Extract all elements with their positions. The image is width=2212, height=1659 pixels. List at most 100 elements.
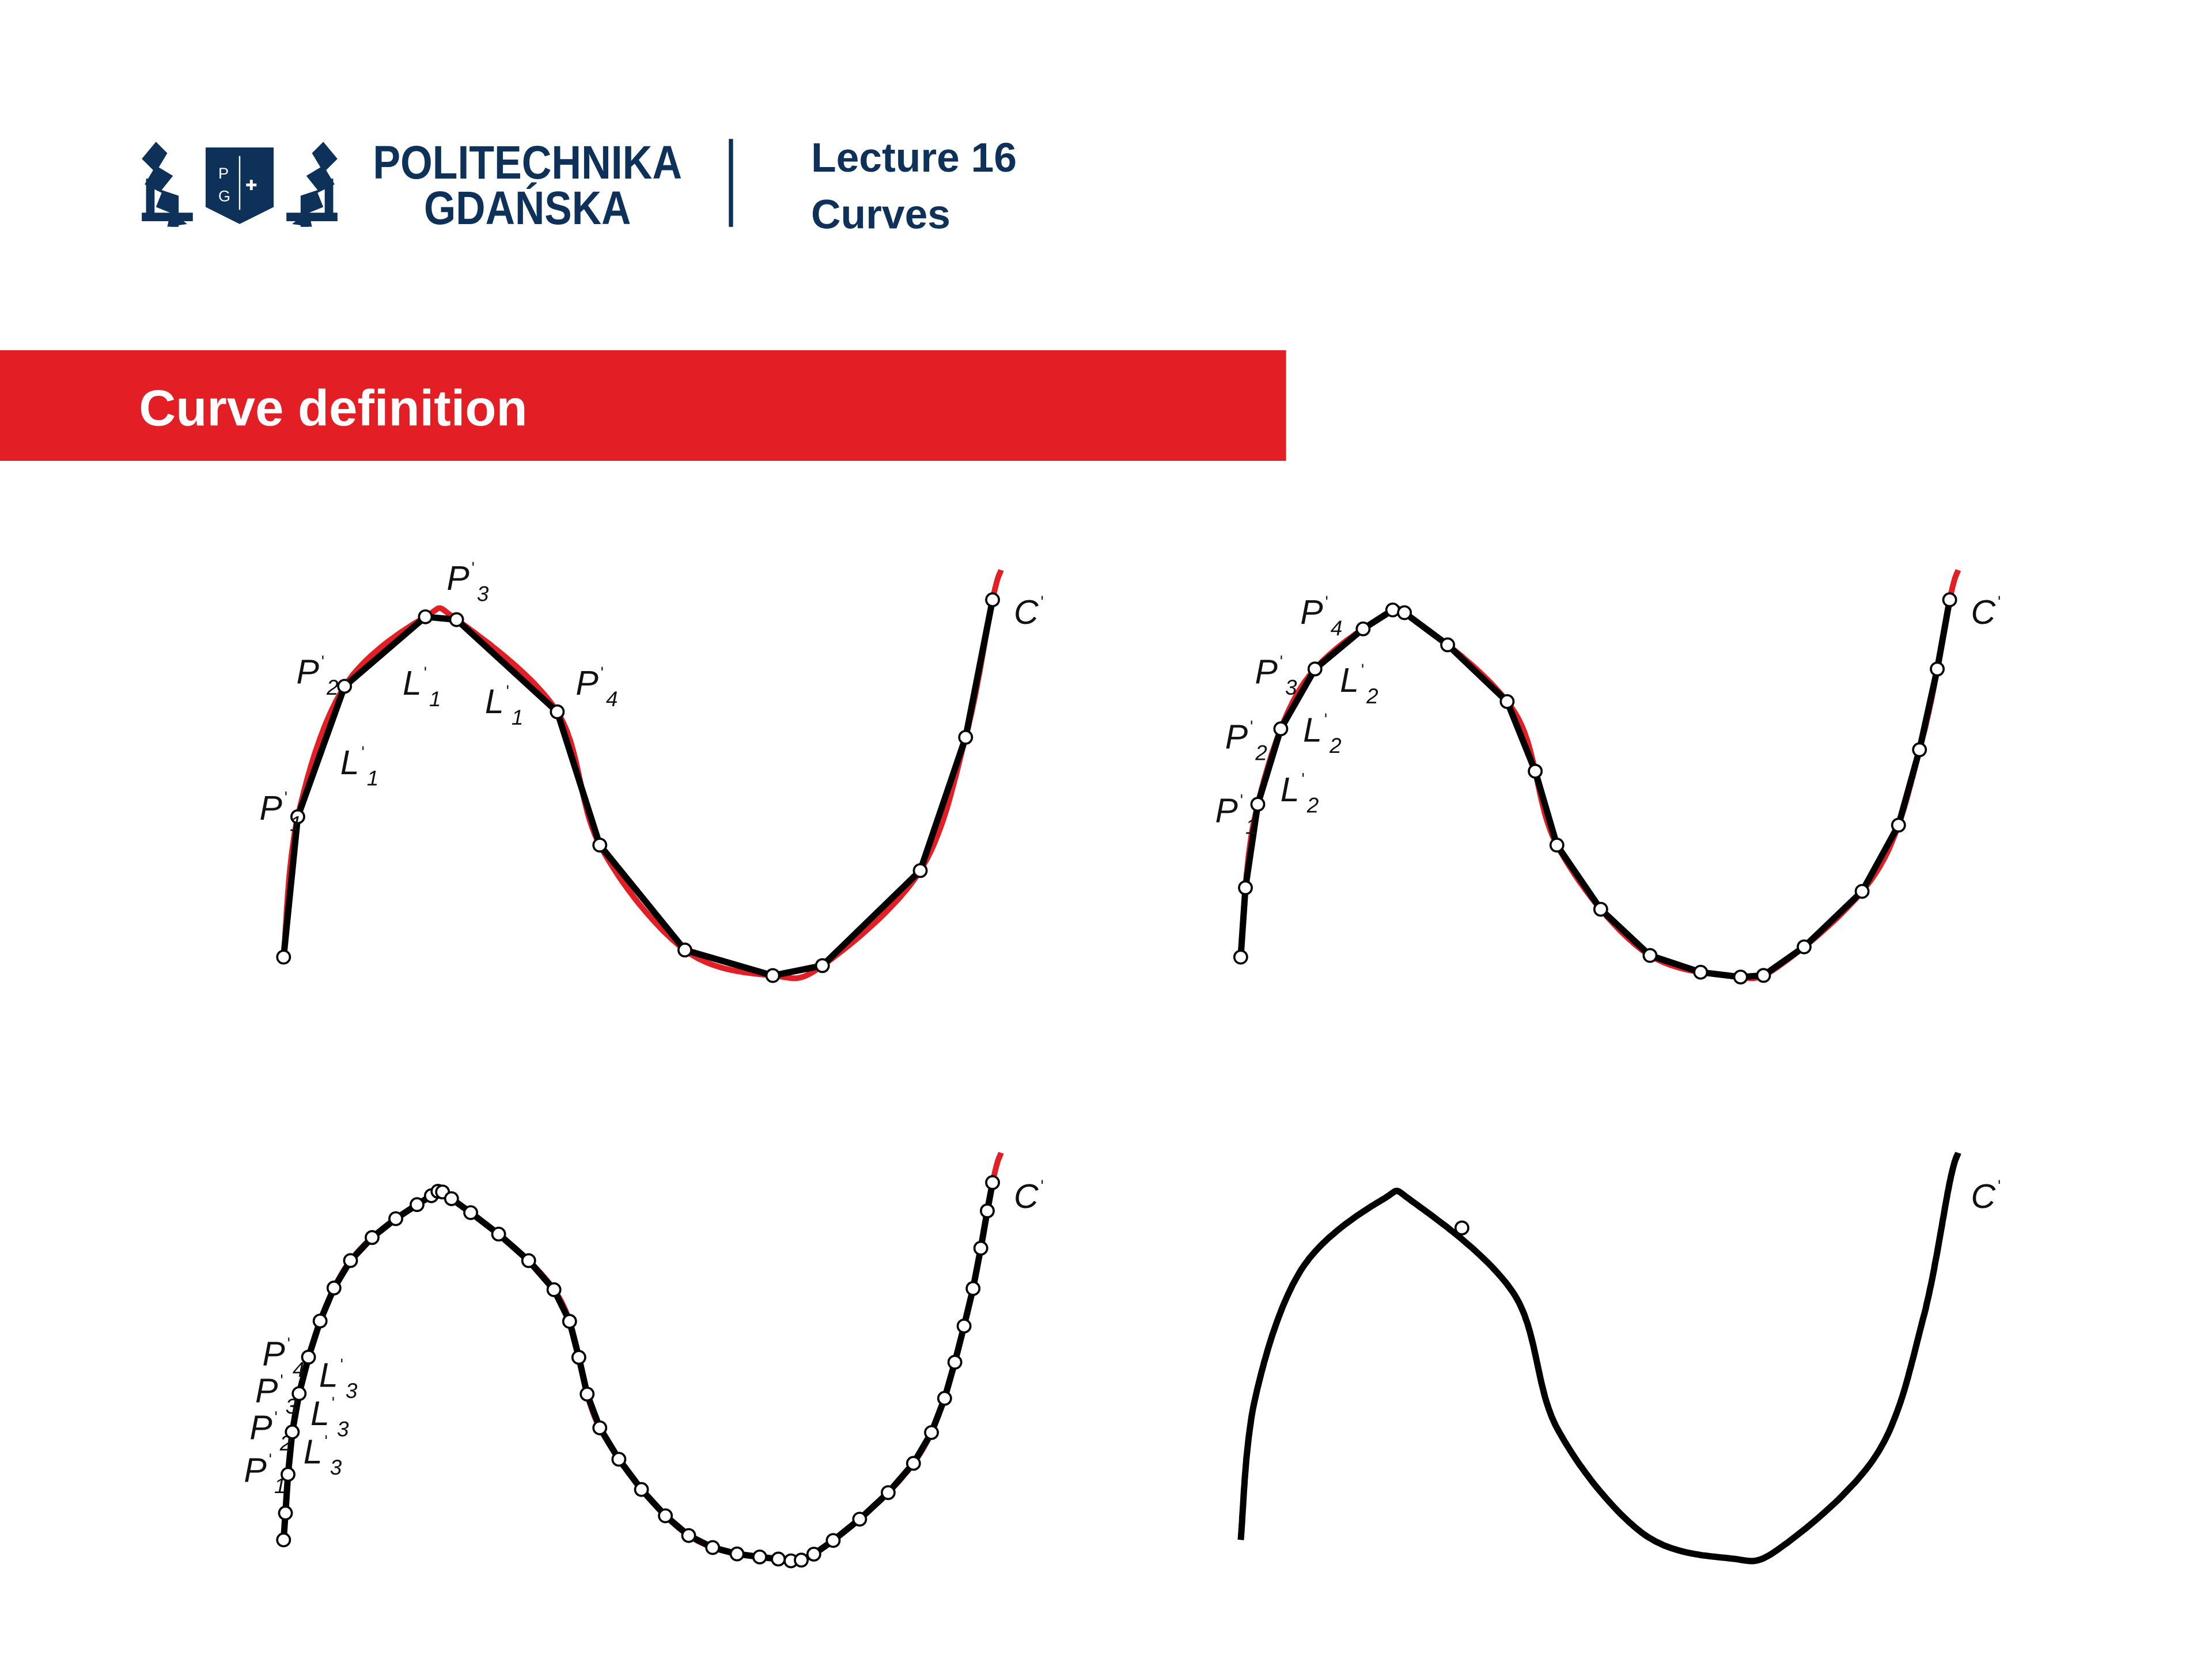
panel-3-vertex — [281, 1467, 296, 1482]
panel-3-vertex — [592, 1420, 608, 1435]
panel-2-curve — [1237, 569, 1961, 982]
section-title-bar — [0, 350, 1286, 461]
label-prime: ˈ — [1248, 717, 1255, 743]
limit-curve-point — [1454, 1220, 1469, 1236]
curve-label: Cˈ — [1971, 1177, 2003, 1216]
label-subscript: 1 — [274, 1474, 286, 1498]
segment-label: Lˈ1 — [340, 743, 379, 790]
panel-3-vertex — [579, 1387, 595, 1402]
point-label: Pˈ1 — [259, 788, 301, 835]
panel-3-vertex — [973, 1240, 988, 1256]
point-label: Pˈ2 — [1225, 717, 1267, 764]
label-letter: L — [1340, 661, 1359, 699]
label-subscript: 3 — [346, 1379, 358, 1403]
label-prime: ˈ — [338, 1355, 346, 1381]
panel-3-vertex — [705, 1540, 721, 1555]
segment-label: Lˈ2 — [1340, 661, 1378, 708]
label-prime: ˈ — [1323, 592, 1331, 618]
panel-3-vertex — [278, 1505, 293, 1521]
panel-1-vertex — [276, 949, 291, 965]
label-subscript: 3 — [330, 1456, 342, 1479]
logo-text-gdanska: GDAŃSKA — [424, 182, 631, 234]
label-letter: L — [310, 1395, 329, 1433]
label-prime: ˈ — [1039, 592, 1046, 618]
panel-2-vertex — [1942, 592, 1957, 608]
section-title: Curve definition — [139, 379, 527, 436]
panel-3-vertex — [794, 1552, 809, 1568]
panel-3-vertex — [365, 1230, 380, 1245]
panel-3-vertex — [947, 1354, 963, 1370]
panel-2-vertex — [1642, 948, 1658, 963]
panel-2-vertex — [1499, 694, 1515, 709]
panel-3-vertex — [924, 1425, 939, 1440]
lecture-topic: Curves — [811, 191, 950, 237]
label-letter: P — [575, 664, 599, 702]
panel-2-vertex — [1233, 949, 1248, 965]
panel-3-vertex — [906, 1456, 921, 1471]
limit-curve — [1237, 1152, 1961, 1565]
lecture-number: Lecture 16 — [811, 135, 1017, 181]
label-subscript: 2 — [326, 676, 339, 699]
point-label: Pˈ4 — [575, 663, 618, 710]
label-subscript: 1 — [429, 687, 441, 711]
label-subscript: 2 — [1366, 684, 1378, 708]
panel-3-vertex — [410, 1197, 425, 1213]
label-letter: P — [1255, 653, 1278, 691]
logo-text-politechnika: POLITECHNIKA — [373, 137, 682, 189]
shield-letter-p: P — [218, 164, 229, 182]
header-divider — [729, 139, 733, 227]
panel-2-vertex — [1891, 817, 1906, 833]
label-prime: ˈ — [319, 652, 327, 677]
label-prime: ˈ — [359, 743, 367, 768]
panel-3-polyline — [280, 1181, 996, 1565]
panel-3-vertex — [752, 1549, 767, 1565]
panel-1-vertex — [290, 809, 305, 824]
label-letter: P — [259, 789, 282, 827]
label-letter: P — [1215, 792, 1238, 830]
panel-2-vertex — [1250, 797, 1266, 812]
panel-1-vertex — [592, 838, 608, 853]
panel-1-vertex — [550, 704, 565, 719]
point-label: Pˈ2 — [296, 652, 338, 699]
panel-2-vertex — [1355, 621, 1371, 637]
panel-2-vertex — [1930, 661, 1945, 677]
panel-1-vertex — [912, 863, 928, 878]
university-logo: P G ✚ — [142, 142, 338, 227]
label-letter: C — [1014, 593, 1039, 631]
label-letter: P — [446, 559, 469, 597]
panel-2-vertex — [1549, 838, 1565, 853]
label-subscript: 2 — [1329, 734, 1342, 757]
label-subscript: 4 — [606, 687, 618, 711]
label-letter: L — [485, 683, 504, 721]
label-subscript: 2 — [279, 1431, 292, 1455]
panel-1-vertex — [449, 612, 464, 627]
label-prime: ˈ — [1359, 661, 1366, 686]
point-label: Pˈ3 — [255, 1371, 298, 1418]
panel-3-vertex — [937, 1391, 952, 1406]
label-letter: L — [403, 664, 422, 702]
label-subscript: 3 — [1285, 676, 1297, 699]
label-subscript: 1 — [1245, 815, 1257, 838]
point-label: Pˈ1 — [244, 1450, 286, 1498]
panel-3-vertex — [291, 1386, 307, 1402]
panel-3-vertex — [852, 1512, 868, 1527]
panel-2-vertex — [1307, 661, 1323, 677]
panel-3-vertex — [658, 1508, 673, 1524]
panel-3-vertex — [301, 1350, 316, 1365]
label-subscript: 4 — [293, 1358, 305, 1381]
label-letter: L — [1303, 711, 1322, 749]
label-subscript: 1 — [367, 767, 379, 790]
panel-2-vertex — [1440, 637, 1455, 653]
panel-1-vertex — [418, 609, 433, 624]
label-prime: ˈ — [1238, 791, 1245, 816]
label-prime: ˈ — [323, 1432, 330, 1457]
panel-3-vertex — [285, 1424, 300, 1440]
segment-label: Lˈ3 — [319, 1355, 358, 1403]
point-label: Pˈ2 — [249, 1408, 291, 1455]
label-prime: ˈ — [267, 1450, 274, 1476]
panel-3-vertex — [343, 1253, 358, 1268]
panel-1-vertex — [985, 592, 1000, 608]
panel-3-vertex — [571, 1350, 586, 1365]
panel-2-vertex — [1238, 880, 1253, 896]
lion-right-icon — [286, 142, 338, 227]
